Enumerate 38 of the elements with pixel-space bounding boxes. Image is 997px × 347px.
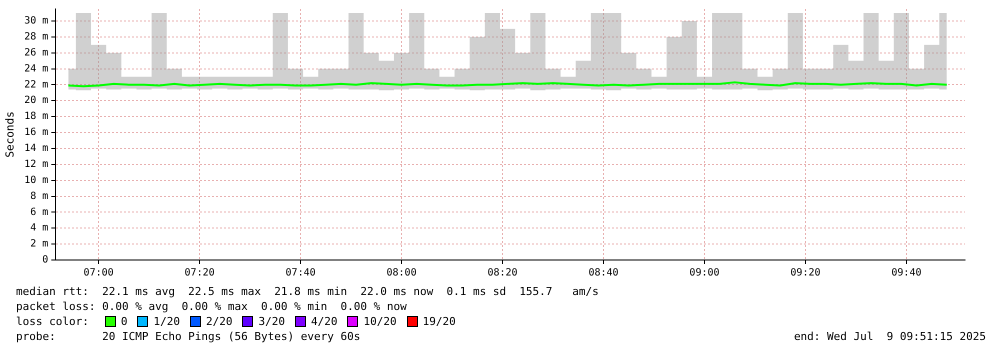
text: 1/20 <box>153 314 180 329</box>
x-tick-label: 08:20 <box>487 268 518 279</box>
x-tick-label: 08:40 <box>588 268 619 279</box>
y-axis-title: Seconds <box>3 111 16 158</box>
x-tick-label: 07:40 <box>286 268 316 279</box>
y-tick-label: 30 m <box>24 16 48 27</box>
text: 3/20 <box>258 314 285 329</box>
y-tick-label: 12 m <box>24 158 48 170</box>
y-tick-label: 16 m <box>24 127 48 138</box>
y-tick-label: 6 m <box>30 206 48 218</box>
x-tick-label: 07:00 <box>84 268 114 279</box>
text: 0 <box>120 314 128 329</box>
y-tick-label: 14 m <box>24 143 48 154</box>
text: packet loss: 0.00 % avg 0.00 % max 0.00 % min 0.00 % now <box>16 299 408 314</box>
y-tick-label: 8 m <box>30 190 48 202</box>
y-tick-label: 2 m <box>30 238 48 250</box>
x-tick-label: 09:00 <box>689 268 720 279</box>
x-tick-label: 08:00 <box>386 268 417 279</box>
text: 10/20 <box>363 314 397 329</box>
y-tick-label: 10 m <box>24 174 48 186</box>
y-tick-label: 4 m <box>30 222 48 234</box>
text: 19/20 <box>422 314 456 329</box>
y-tick-label: 24 m <box>24 63 48 74</box>
x-tick-label: 09:20 <box>790 268 820 279</box>
text: 4/20 <box>310 314 338 329</box>
y-tick-label: 22 m <box>24 79 48 90</box>
y-tick-label: 28 m <box>24 31 48 42</box>
x-tick-label: 07:20 <box>184 268 215 279</box>
text: end: Wed Jul 9 09:51:15 2025 <box>794 329 986 344</box>
y-tick-label: 18 m <box>24 111 48 122</box>
text: median rtt: 22.1 ms avg 22.5 ms max 21.8 ms min 22.0 ms now 0.1 ms sd 155.7 am/s <box>16 284 600 299</box>
y-tick-label: 0 <box>42 254 48 266</box>
text: 2/20 <box>206 314 232 329</box>
y-tick-label: 20 m <box>24 95 48 106</box>
x-tick-label: 09:40 <box>891 268 922 279</box>
y-tick-label: 26 m <box>24 47 48 58</box>
text: probe: 20 ICMP Echo Pings (56 Bytes) every 60s <box>16 329 360 344</box>
text: loss color: <box>16 314 89 329</box>
